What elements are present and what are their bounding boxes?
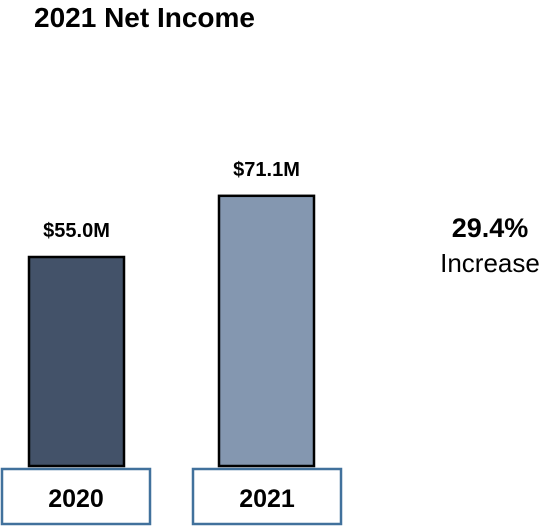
bar-2021 <box>217 194 316 468</box>
increase-label: Increase <box>440 248 540 278</box>
increase-callout: 29.4% Increase <box>420 210 550 280</box>
category-box-2021 <box>191 467 343 526</box>
increase-percent: 29.4% <box>451 213 529 243</box>
category-label-2021: 2021 <box>239 485 295 513</box>
category-box-2020 <box>0 467 152 526</box>
chart-title: 2021 Net Income <box>34 2 255 33</box>
category-label-2020: 2020 <box>48 485 104 513</box>
bar-2020 <box>27 255 126 468</box>
data-label-2020: $55.0M <box>43 220 110 242</box>
data-label-2021: $71.1M <box>233 159 300 181</box>
